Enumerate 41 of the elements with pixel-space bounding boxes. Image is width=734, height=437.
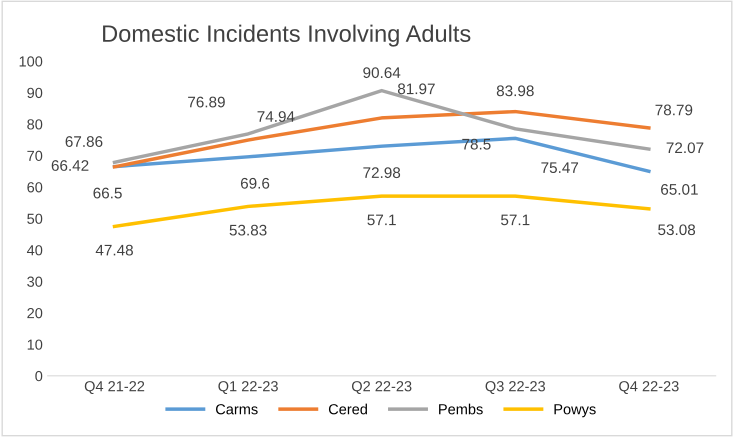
y-tick-label: 60 — [27, 182, 42, 192]
data-label: 66.42 — [52, 160, 88, 171]
legend-label: Pembs — [439, 404, 483, 414]
data-label: 78.79 — [656, 104, 692, 116]
legend-label: Powys — [554, 404, 596, 418]
y-tick-label: 30 — [27, 276, 42, 287]
data-label: 47.48 — [96, 244, 133, 256]
x-tick-label: Q1 22-23 — [218, 381, 278, 394]
data-label: 83.98 — [496, 85, 534, 96]
chart-title: Domestic Incidents Involving Adults — [103, 24, 470, 47]
x-tick-label: Q2 22-23 — [352, 381, 412, 394]
x-tick-label: Q3 22-23 — [486, 381, 546, 394]
data-label: 76.89 — [188, 96, 225, 108]
y-tick-label: 80 — [27, 119, 42, 130]
x-tick-label: Q4 22-23 — [619, 381, 679, 394]
data-label: 72.98 — [363, 167, 400, 178]
data-label: 66.5 — [93, 188, 122, 198]
data-label: 57.1 — [501, 214, 530, 226]
y-tick-label: 20 — [27, 308, 42, 318]
data-label: 81.97 — [398, 83, 435, 94]
y-tick-label: 40 — [26, 245, 42, 256]
data-label: 53.08 — [658, 224, 696, 236]
y-tick-label: 90 — [27, 88, 42, 98]
y-tick-label: 10 — [28, 339, 42, 350]
data-label: 57.1 — [367, 214, 396, 226]
data-label: 69.6 — [240, 178, 270, 189]
data-label: 72.07 — [666, 142, 704, 154]
y-tick-label: 70 — [27, 150, 42, 161]
y-tick-label: 50 — [27, 214, 42, 224]
data-label: 75.47 — [541, 162, 578, 174]
data-label: 65.01 — [661, 184, 698, 195]
y-tick-label: 0 — [35, 370, 42, 382]
legend-label: Cered — [328, 404, 367, 414]
y-tick-label: 100 — [20, 56, 42, 67]
legend-label: Carms — [216, 404, 258, 414]
data-label: 67.86 — [66, 136, 102, 147]
data-label: 78.5 — [462, 138, 491, 150]
data-label: 90.64 — [363, 67, 400, 78]
data-label: 53.83 — [230, 224, 267, 236]
data-label: 74.94 — [258, 111, 295, 122]
x-tick-label: Q4 21-22 — [84, 381, 144, 394]
